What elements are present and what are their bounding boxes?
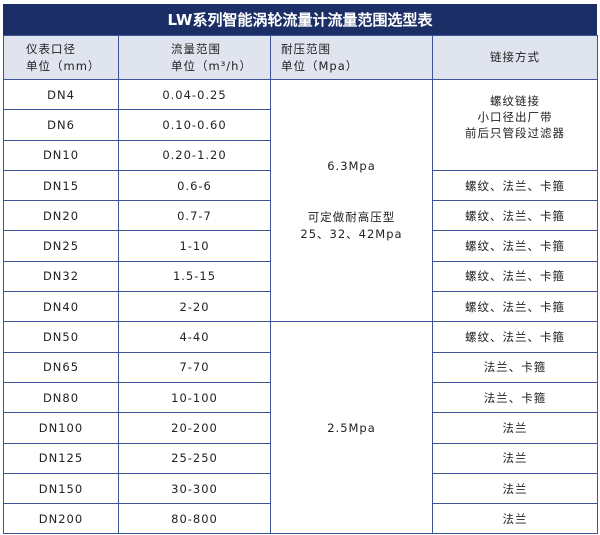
connection-cell: 法兰 — [432, 412, 598, 444]
connection-cell: 螺纹、法兰、卡箍 — [432, 200, 598, 232]
header-flow-label: 流量范围 — [171, 41, 221, 56]
header-flow: 流量范围单位（m³/h） — [118, 35, 271, 80]
flow-range-cell: 0.7-7 — [118, 200, 271, 232]
connection-cell: 螺纹、法兰、卡箍 — [432, 321, 598, 353]
table-title: LW系列智能涡轮流量计流量范围选型表 — [3, 4, 597, 35]
diameter-cell: DN50 — [3, 321, 119, 353]
connection-cell: 螺纹、法兰、卡箍 — [432, 291, 598, 323]
connection-cell: 法兰、卡箍 — [432, 351, 598, 383]
diameter-cell: DN20 — [3, 200, 119, 232]
flow-range-cell: 80-800 — [118, 503, 271, 535]
connection-cell: 法兰 — [432, 503, 598, 535]
selection-table: LW系列智能涡轮流量计流量范围选型表 仪表口径单位（mm） 流量范围单位（m³/… — [3, 4, 598, 535]
flow-range-cell: 25-250 — [118, 442, 271, 474]
connection-cell: 螺纹、法兰、卡箍 — [432, 230, 598, 262]
flow-range-cell: 0.6-6 — [118, 169, 271, 202]
table-row: DN10 0.20-1.20 — [3, 139, 598, 171]
pressure-cell-high: 6.3Mpa 可定做耐高压型 25、32、42Mpa — [270, 78, 433, 323]
diameter-cell: DN32 — [3, 260, 119, 293]
flow-range-cell: 4-40 — [118, 321, 271, 353]
table-row: DN80 10-100 法兰、卡箍 — [3, 381, 598, 414]
header-pressure-unit: 单位（Mpa） — [281, 58, 359, 73]
pressure-value: 6.3Mpa — [327, 159, 376, 174]
flow-range-cell: 0.20-1.20 — [118, 139, 271, 171]
pressure-cell-low: 2.5Mpa — [270, 321, 433, 535]
flow-range-cell: 20-200 — [118, 412, 271, 444]
flow-range-cell: 1.5-15 — [118, 260, 271, 293]
connection-cell-small: 螺纹链接 小口径出厂带 前后只管段过滤器 — [432, 79, 598, 171]
pressure-note-values: 25、32、42Mpa — [300, 227, 403, 242]
header-row: 仪表口径单位（mm） 流量范围单位（m³/h） 耐压范围单位（Mpa） 链接方式 — [3, 35, 598, 80]
diameter-cell: DN100 — [3, 412, 119, 444]
diameter-cell: DN200 — [3, 503, 119, 535]
table-row: DN6 0.10-0.60 — [3, 109, 598, 141]
connection-cell: 法兰 — [432, 442, 598, 474]
diameter-cell: DN15 — [3, 169, 119, 202]
table-row: DN25 1-10 螺纹、法兰、卡箍 — [3, 230, 598, 262]
table-row: DN100 20-200 法兰 — [3, 412, 598, 444]
flow-range-cell: 30-300 — [118, 472, 271, 505]
spec-table: 仪表口径单位（mm） 流量范围单位（m³/h） 耐压范围单位（Mpa） 链接方式… — [3, 35, 598, 535]
table-row: DN200 80-800 法兰 — [3, 503, 598, 535]
header-diameter-label: 仪表口径 — [26, 41, 76, 56]
flow-range-cell: 1-10 — [118, 230, 271, 262]
pressure-note: 可定做耐高压型 — [307, 210, 396, 225]
connection-cell: 法兰 — [432, 472, 598, 505]
table-row: DN125 25-250 法兰 — [3, 442, 598, 474]
diameter-cell: DN10 — [3, 139, 119, 171]
connection-cell: 法兰、卡箍 — [432, 381, 598, 414]
table-row: DN15 0.6-6 螺纹、法兰、卡箍 — [3, 169, 598, 202]
table-row: DN20 0.7-7 螺纹、法兰、卡箍 — [3, 200, 598, 232]
table-row: DN4 0.04-0.25 6.3Mpa 可定做耐高压型 25、32、42Mpa 螺纹链… — [3, 78, 598, 323]
table-row: DN65 7-70 法兰、卡箍 — [3, 351, 598, 383]
flow-range-cell: 0.04-0.25 — [118, 78, 271, 111]
header-diameter-unit: 单位（mm） — [26, 58, 101, 73]
connection-cell: 螺纹、法兰、卡箍 — [432, 169, 598, 202]
connection-line: 小口径出厂带 — [477, 109, 553, 124]
connection-cell: 螺纹、法兰、卡箍 — [432, 260, 598, 293]
flow-range-cell: 10-100 — [118, 381, 271, 414]
header-connection: 链接方式 — [432, 35, 598, 80]
diameter-cell: DN40 — [3, 291, 119, 323]
table-row: DN150 30-300 法兰 — [3, 472, 598, 505]
flow-range-cell: 7-70 — [118, 351, 271, 383]
table-row: DN32 1.5-15 螺纹、法兰、卡箍 — [3, 260, 598, 293]
diameter-cell: DN4 — [3, 78, 119, 111]
flow-range-cell: 2-20 — [118, 291, 271, 323]
table-row: DN50 4-40 2.5Mpa 螺纹、法兰、卡箍 — [3, 321, 598, 535]
connection-line: 螺纹链接 — [490, 93, 540, 108]
header-pressure: 耐压范围单位（Mpa） — [270, 35, 433, 80]
header-flow-unit: 单位（m³/h） — [171, 58, 252, 73]
diameter-cell: DN65 — [3, 351, 119, 383]
diameter-cell: DN125 — [3, 442, 119, 474]
flow-range-cell: 0.10-0.60 — [118, 109, 271, 141]
diameter-cell: DN80 — [3, 381, 119, 414]
diameter-cell: DN25 — [3, 230, 119, 262]
diameter-cell: DN6 — [3, 109, 119, 141]
table-row: DN40 2-20 螺纹、法兰、卡箍 — [3, 291, 598, 323]
diameter-cell: DN150 — [3, 472, 119, 505]
connection-line: 前后只管段过滤器 — [465, 125, 565, 140]
header-diameter: 仪表口径单位（mm） — [3, 35, 119, 80]
header-pressure-label: 耐压范围 — [281, 41, 331, 56]
